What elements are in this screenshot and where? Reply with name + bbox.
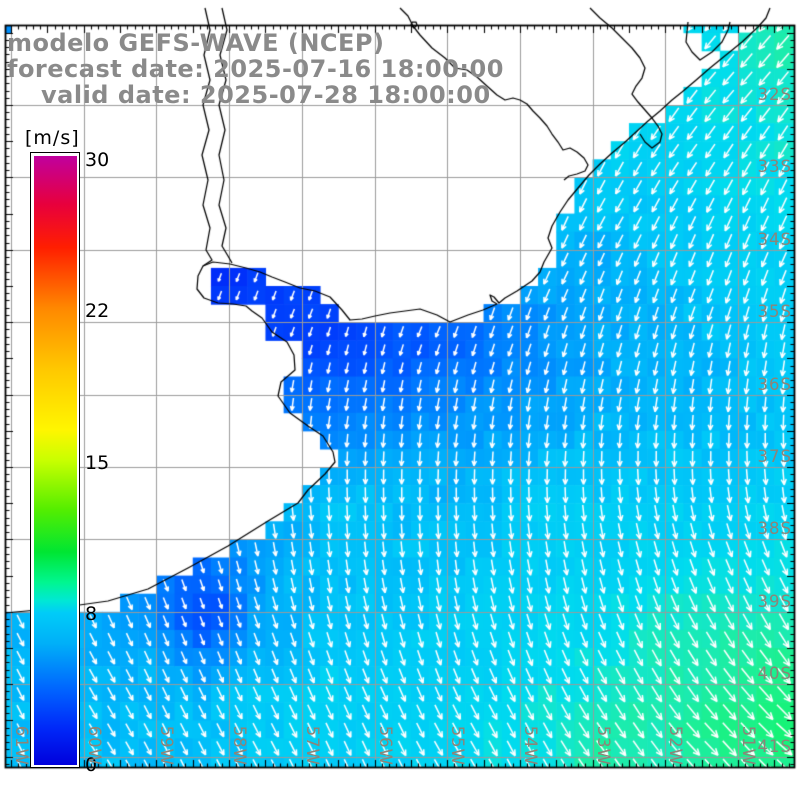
lat-label-33S: 33S <box>757 157 792 177</box>
lat-label-35S: 35S <box>757 302 792 322</box>
lat-label-36S: 36S <box>757 374 792 394</box>
lat-label-40S: 40S <box>757 664 792 684</box>
forecast-date: forecast date: 2025-07-16 18:00:00 <box>7 55 504 83</box>
valid-date: valid date: 2025-07-28 18:00:00 <box>41 81 491 109</box>
lat-label-38S: 38S <box>757 519 792 539</box>
lon-label-60W: 60W <box>84 725 104 766</box>
colorbar-tick-label: 30 <box>85 149 110 171</box>
colorbar-tick-label: 15 <box>85 451 110 474</box>
lat-label-37S: 37S <box>757 447 792 466</box>
colorbar-gradient <box>33 155 77 765</box>
lon-label-51W: 51W <box>739 725 758 766</box>
lat-label-39S: 39S <box>757 591 792 611</box>
lon-label-55W: 55W <box>448 725 468 766</box>
colorbar-unit-label: [m/s] <box>25 127 80 149</box>
lon-label-59W: 59W <box>157 725 177 766</box>
lon-label-54W: 54W <box>520 725 540 766</box>
lon-label-58W: 58W <box>230 725 250 766</box>
lat-label-32S: 32S <box>757 85 792 104</box>
lon-label-52W: 52W <box>666 725 686 766</box>
colorbar-tick-label: 8 <box>85 602 98 625</box>
lat-label-34S: 34S <box>757 229 792 249</box>
lon-label-57W: 57W <box>302 725 322 766</box>
lon-label-61W: 61W <box>12 725 31 766</box>
lon-label-56W: 56W <box>375 725 395 766</box>
lon-label-53W: 53W <box>593 725 613 766</box>
colorbar-tick-label: 22 <box>85 300 110 323</box>
colorbar <box>30 152 80 768</box>
lat-label-41S: 41S <box>757 736 792 756</box>
model-title: modelo GEFS-WAVE (NCEP) <box>7 29 385 57</box>
colorbar-tick-label: 0 <box>85 754 98 776</box>
